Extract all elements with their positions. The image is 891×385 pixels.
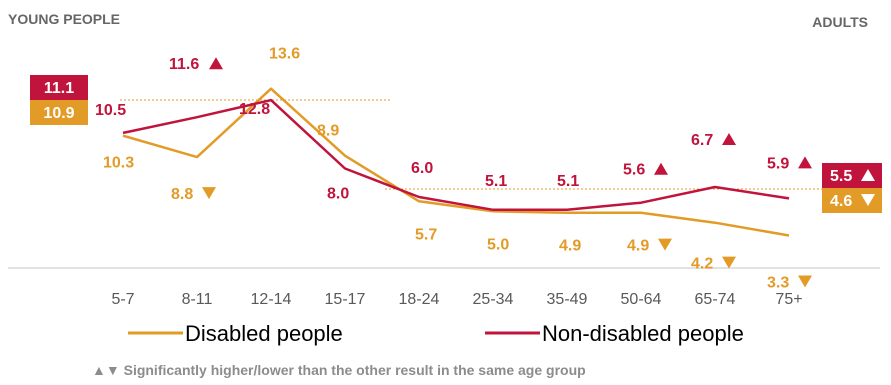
data-label-non-disabled: 5.6	[623, 162, 645, 179]
data-label-disabled: 4.9	[627, 238, 649, 255]
x-tick-label: 18-24	[399, 291, 440, 308]
data-label-disabled: 10.3	[103, 155, 134, 172]
data-label-non-disabled: 8.0	[327, 186, 349, 203]
data-label-non-disabled: 10.5	[95, 102, 126, 119]
data-label-non-disabled: 6.7	[691, 132, 713, 149]
x-tick-label: 35-49	[547, 291, 588, 308]
significant-higher-icon	[798, 156, 812, 169]
x-tick-label: 5-7	[111, 291, 134, 308]
footnote: ▲▼ Significantly higher/lower than the o…	[92, 362, 586, 378]
data-label-non-disabled: 5.1	[557, 173, 579, 190]
significant-lower-icon	[658, 238, 672, 251]
young-disabled-average-label: 10.9	[43, 105, 74, 122]
series-line-disabled	[122, 87, 790, 237]
adults-non-disabled-average-box	[822, 163, 882, 188]
significant-lower-icon	[722, 256, 736, 269]
x-tick-label: 15-17	[325, 291, 366, 308]
data-label-non-disabled: 6.0	[411, 160, 433, 177]
x-tick-label: 8-11	[182, 291, 213, 308]
data-label-non-disabled: 5.1	[485, 173, 507, 190]
legend-non-disabled-label: Non-disabled people	[542, 321, 744, 346]
data-label-disabled: 3.3	[767, 274, 789, 291]
x-tick-label: 65-74	[695, 291, 736, 308]
young-non-disabled-average-label: 11.1	[44, 80, 74, 97]
data-label-disabled: 8.8	[171, 186, 193, 203]
young-non-disabled-average-box	[30, 75, 88, 100]
significant-higher-icon	[209, 57, 223, 70]
data-label-non-disabled: 11.6	[169, 56, 199, 73]
significant-lower-icon	[202, 187, 216, 200]
data-label-disabled: 8.9	[317, 123, 339, 140]
adults-disabled-average-label: 4.6	[830, 193, 852, 210]
x-tick-label: 50-64	[621, 291, 662, 308]
series-line-non-disabled	[122, 98, 790, 212]
x-tick-label: 25-34	[473, 291, 514, 308]
adults-non-disabled-up-icon	[861, 169, 875, 181]
data-label-non-disabled: 5.9	[767, 155, 789, 172]
significant-higher-icon	[722, 133, 736, 146]
x-tick-label: 12-14	[251, 291, 292, 308]
data-label-non-disabled: 12.8	[239, 101, 270, 118]
young-people-header: YOUNG PEOPLE	[8, 11, 120, 27]
data-label-disabled: 13.6	[269, 46, 300, 63]
adults-disabled-average-box	[822, 188, 882, 213]
significant-higher-icon	[654, 162, 668, 175]
adults-header: ADULTS	[812, 14, 868, 30]
adults-disabled-down-icon	[861, 194, 875, 206]
legend-disabled-label: Disabled people	[185, 321, 343, 346]
young-disabled-average-box	[30, 100, 88, 125]
data-label-disabled: 5.0	[487, 236, 509, 253]
significant-lower-icon	[798, 275, 812, 288]
data-label-disabled: 4.9	[559, 238, 581, 255]
adults-non-disabled-average-label: 5.5	[830, 168, 852, 185]
x-tick-label: 75+	[775, 291, 802, 308]
data-label-disabled: 4.2	[691, 256, 713, 273]
data-label-disabled: 5.7	[415, 226, 437, 243]
